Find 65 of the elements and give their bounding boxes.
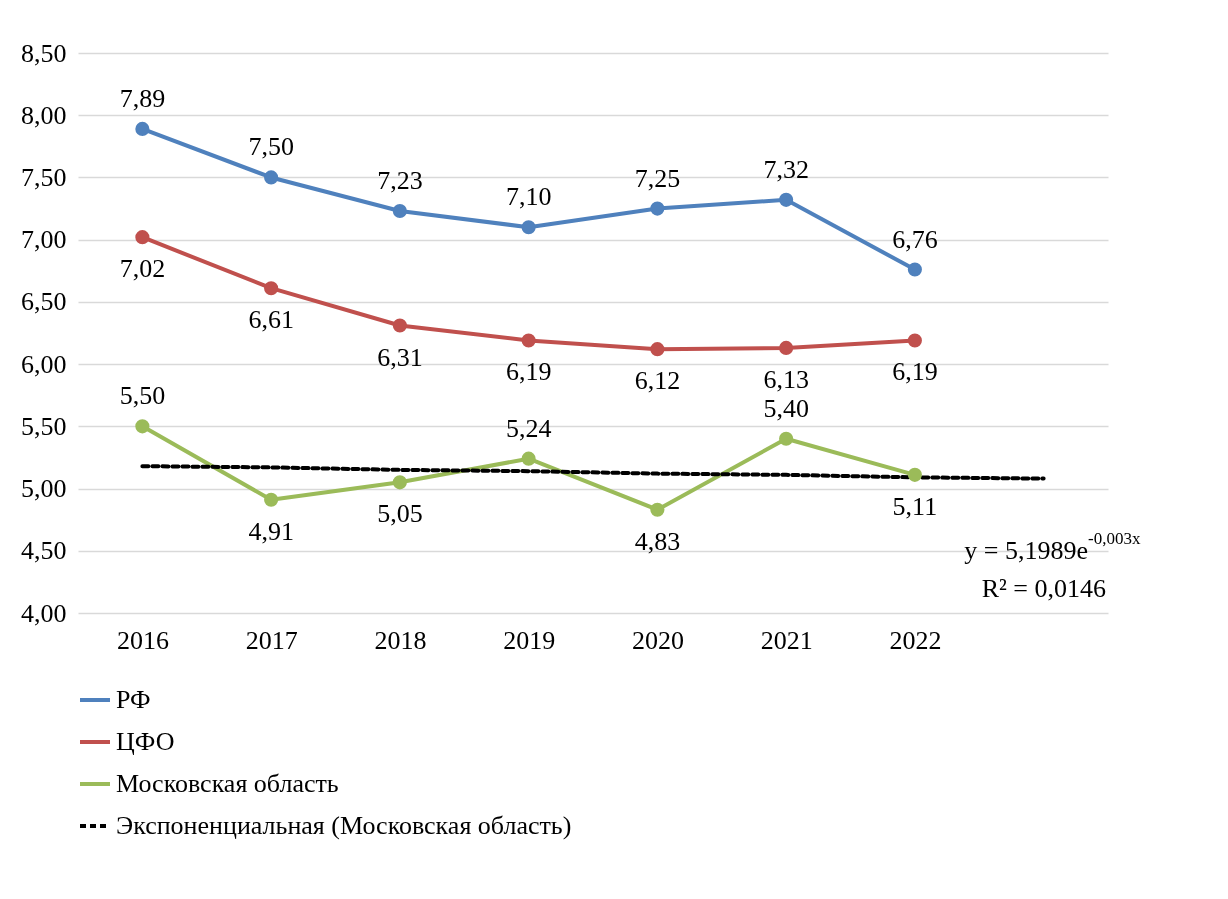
x-tick-label: 2018 [374, 625, 427, 655]
x-tick-label: 2016 [116, 625, 169, 655]
point [907, 467, 922, 482]
point [392, 203, 407, 219]
point [650, 342, 665, 357]
point [264, 492, 279, 507]
y-tick-label: 6,00 [21, 349, 67, 379]
x-tick-label: 2019 [503, 625, 556, 655]
point [521, 220, 536, 235]
data-label: 7,50 [248, 132, 294, 162]
data-label: 7,25 [634, 163, 681, 193]
point [392, 318, 407, 333]
point [907, 333, 922, 348]
legend-label: РФ [116, 685, 151, 714]
data-label: 7,32 [763, 154, 809, 184]
data-label: 5,11 [892, 491, 938, 521]
point [907, 262, 922, 277]
point [135, 121, 150, 136]
y-tick-label: 7,00 [21, 225, 67, 255]
data-label: 6,76 [892, 224, 938, 254]
point [650, 502, 665, 517]
legend-label: ЦФО [116, 727, 175, 756]
point [521, 451, 536, 466]
legend-label: Экспоненциальная (Московская область) [116, 811, 572, 840]
y-tick-label: 5,50 [21, 411, 67, 441]
point [392, 475, 407, 490]
y-tick-label: 4,00 [21, 598, 67, 628]
data-label: 5,40 [763, 393, 809, 423]
x-tick-label: 2022 [889, 625, 942, 655]
data-label: 7,89 [119, 83, 166, 113]
y-tick-label: 6,50 [21, 287, 67, 317]
data-label: 4,83 [634, 526, 681, 556]
point [135, 419, 150, 434]
data-label: 5,50 [119, 381, 166, 411]
data-label: 6,31 [377, 342, 423, 372]
point [779, 340, 794, 355]
legend-label: Московская область [116, 769, 339, 798]
data-label: 4,91 [248, 516, 294, 546]
point [135, 230, 150, 245]
annotation: R² = 0,0146 [981, 574, 1106, 603]
data-label: 6,19 [505, 357, 552, 387]
y-tick-label: 7,50 [21, 162, 67, 192]
y-tick-label: 4,50 [21, 536, 67, 566]
line-series [140, 464, 1046, 481]
x-tick-label: 2020 [631, 625, 684, 655]
data-label: 6,19 [892, 357, 938, 387]
point [779, 431, 794, 446]
data-label: 6,13 [763, 364, 809, 394]
x-tick-label: 2017 [245, 625, 298, 655]
data-label: 7,02 [119, 254, 166, 284]
y-tick-label: 8,00 [21, 100, 67, 130]
data-label: 5,24 [505, 413, 552, 443]
data-label: 6,61 [248, 305, 294, 335]
point [521, 333, 536, 348]
data-label: 7,10 [505, 182, 552, 212]
data-label: 6,12 [634, 366, 681, 396]
data-label: 7,23 [377, 166, 423, 196]
point [264, 281, 279, 296]
y-tick-label: 8,50 [21, 38, 67, 68]
point [779, 192, 794, 207]
point [650, 201, 665, 216]
point [264, 170, 279, 185]
x-tick-label: 2021 [760, 625, 813, 655]
data-label: 5,05 [377, 499, 423, 529]
y-tick-label: 5,00 [21, 474, 67, 504]
